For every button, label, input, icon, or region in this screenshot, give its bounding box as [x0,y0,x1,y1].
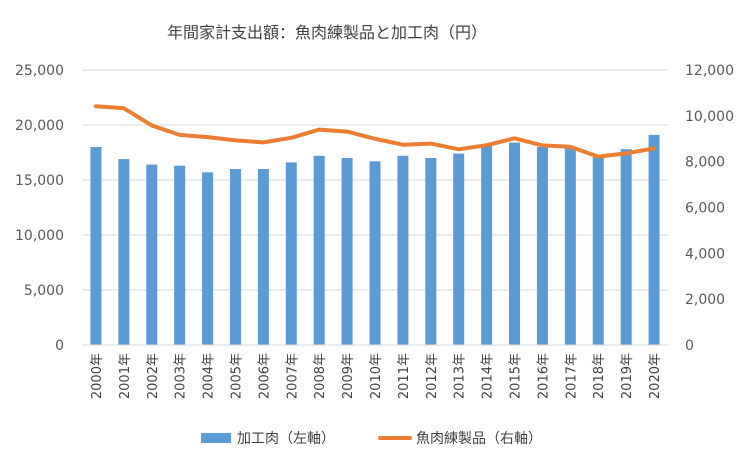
bar [257,169,269,345]
bar [369,161,381,345]
legend: 加工肉（左軸） 魚肉練製品（右軸） [201,431,542,447]
y-right-tick-label: 0 [685,338,694,354]
y-right-tick-label: 8,000 [685,155,725,171]
y-axis-right: 0 2,000 4,000 6,000 8,000 10,000 12,000 [685,63,734,354]
y-right-tick-label: 2,000 [685,292,725,308]
x-tick-label: 2013年 [453,353,468,399]
y-axis-left: 0 5,000 10,000 15,000 20,000 25,000 [15,63,64,354]
x-tick-label: 2020年 [648,353,663,399]
y-left-tick-label: 10,000 [15,228,64,244]
x-tick-label: 2016年 [536,353,551,399]
bar [285,162,297,345]
x-tick-label: 2019年 [620,353,635,399]
bar [118,159,130,345]
x-tick-label: 2001年 [118,353,133,399]
y-left-tick-label: 5,000 [24,283,64,299]
bar [202,172,214,345]
x-tick-label: 2005年 [229,353,244,399]
x-tick-label: 2010年 [369,353,384,399]
bar [425,158,437,345]
bar [146,164,158,345]
bar [229,169,241,345]
bar-series-processed-meat [90,134,660,345]
y-left-tick-label: 15,000 [15,173,64,189]
legend-label-fish-paste: 魚肉練製品（右軸） [416,431,542,447]
x-tick-label: 2008年 [313,353,328,399]
x-tick-label: 2003年 [174,353,189,399]
x-tick-label: 2009年 [341,353,356,399]
x-tick-label: 2014年 [481,353,496,399]
y-right-tick-label: 12,000 [685,63,734,79]
bar [453,153,465,345]
x-tick-label: 2006年 [257,353,272,399]
bar [174,165,186,345]
x-tick-label: 2015年 [509,353,524,399]
bar [90,147,102,345]
x-tick-label: 2004年 [202,353,217,399]
legend-label-processed-meat: 加工肉（左軸） [237,431,335,447]
y-right-tick-label: 6,000 [685,201,725,217]
x-tick-label: 2000年 [90,353,105,399]
y-left-tick-label: 25,000 [15,63,64,79]
bar [341,158,353,345]
bar [592,155,604,345]
x-tick-label: 2017年 [564,353,579,399]
bar [564,147,576,345]
bar [648,134,660,345]
bar [397,155,409,345]
bar [509,142,521,345]
x-tick-label: 2002年 [146,353,161,399]
x-axis: 2000年 2001年 2002年 2003年 2004年 2005年 2006年 2007年… [82,344,668,399]
x-tick-label: 2011年 [397,353,412,399]
y-right-tick-label: 10,000 [685,109,734,125]
y-right-tick-label: 4,000 [685,246,725,262]
line-series-fish-paste [94,104,656,159]
chart-title: 年間家計支出額：魚肉練製品と加工肉（円） [167,23,487,42]
x-tick-label: 2007年 [285,353,300,399]
bar [536,147,548,345]
bar [481,144,493,345]
legend-swatch-processed-meat [201,433,231,443]
bar [313,155,325,345]
y-left-tick-label: 20,000 [15,118,64,134]
y-left-tick-label: 0 [55,338,64,354]
bar [620,149,632,345]
x-tick-label: 2012年 [425,353,440,399]
x-tick-label: 2018年 [592,353,607,399]
